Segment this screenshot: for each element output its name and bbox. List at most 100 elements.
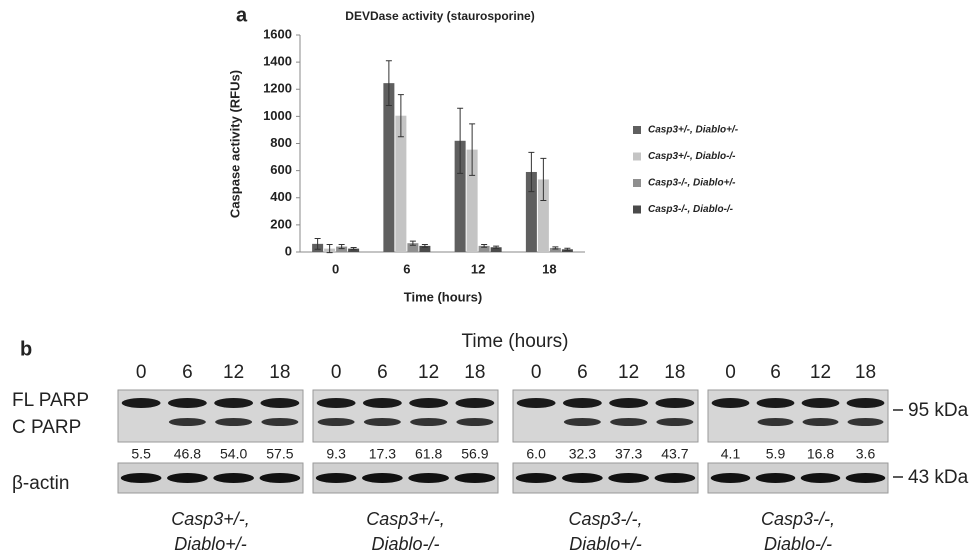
band	[801, 473, 841, 483]
quantification: 54.0	[220, 446, 247, 462]
quantification: 5.9	[766, 446, 786, 462]
y-tick-label: 0	[285, 243, 292, 258]
band	[655, 473, 696, 483]
band	[609, 398, 648, 408]
lane-label: 12	[810, 362, 831, 383]
band	[122, 398, 161, 408]
x-tick-label: 6	[403, 261, 410, 276]
legend-swatch	[633, 179, 641, 187]
band	[455, 398, 494, 408]
y-tick-label: 600	[270, 162, 292, 177]
band	[121, 473, 162, 483]
band	[562, 473, 603, 483]
quantification: 6.0	[526, 446, 546, 462]
group-label: Diablo+/-	[569, 534, 642, 554]
band	[364, 418, 401, 426]
blot-title: Time (hours)	[462, 331, 569, 352]
legend-swatch	[633, 126, 641, 134]
chart-title: DEVDase activity (staurosporine)	[345, 9, 534, 23]
band	[712, 398, 750, 408]
lane-label: 6	[377, 362, 388, 383]
lane-label: 6	[577, 362, 588, 383]
group-label: Casp3+/-,	[366, 509, 445, 529]
band	[758, 418, 794, 426]
blot-panel	[313, 390, 498, 442]
band	[410, 418, 447, 426]
lane-label: 6	[182, 362, 193, 383]
group-label: Casp3-/-,	[568, 509, 642, 529]
band	[610, 418, 647, 426]
blot-panel	[708, 390, 888, 442]
quantification: 56.9	[461, 446, 488, 462]
band	[167, 473, 208, 483]
marker-label: 43 kDa	[908, 467, 969, 488]
quantification: 32.3	[569, 446, 596, 462]
quantification: 5.5	[131, 446, 151, 462]
row-label: FL PARP	[12, 390, 89, 411]
y-tick-label: 1000	[263, 108, 292, 123]
group-label: Diablo-/-	[371, 534, 439, 554]
band	[564, 418, 601, 426]
band	[213, 473, 254, 483]
panel-label: a	[236, 4, 248, 26]
band	[756, 473, 796, 483]
quantification: 43.7	[661, 446, 688, 462]
band	[516, 473, 557, 483]
quantification: 4.1	[721, 446, 741, 462]
band	[363, 398, 402, 408]
quantification: 3.6	[856, 446, 876, 462]
band	[847, 398, 885, 408]
band	[757, 398, 795, 408]
band	[517, 398, 556, 408]
quantification: 17.3	[369, 446, 396, 462]
legend-label: Casp3+/-, Diablo-/-	[648, 151, 736, 162]
band	[456, 418, 493, 426]
lane-label: 0	[531, 362, 542, 383]
band	[608, 473, 649, 483]
band	[563, 398, 602, 408]
x-axis-label: Time (hours)	[404, 289, 483, 304]
band	[260, 398, 299, 408]
quantification: 46.8	[174, 446, 201, 462]
band	[169, 418, 206, 426]
band	[214, 398, 253, 408]
lane-label: 12	[223, 362, 244, 383]
band	[317, 398, 356, 408]
quantification: 9.3	[326, 446, 346, 462]
band	[260, 473, 301, 483]
group-label: Diablo+/-	[174, 534, 247, 554]
band	[408, 473, 449, 483]
y-tick-label: 1600	[263, 26, 292, 41]
x-tick-label: 0	[332, 261, 339, 276]
y-tick-label: 200	[270, 216, 292, 231]
lane-label: 18	[664, 362, 685, 383]
lane-label: 0	[725, 362, 736, 383]
band	[316, 473, 357, 483]
blot-panel	[118, 390, 303, 442]
band	[455, 473, 496, 483]
band	[168, 398, 207, 408]
band	[318, 418, 355, 426]
legend-label: Casp3-/-, Diablo-/-	[648, 204, 734, 215]
bar	[383, 83, 394, 252]
x-tick-label: 18	[542, 261, 556, 276]
row-label: C PARP	[12, 417, 81, 438]
band	[215, 418, 252, 426]
legend-label: Casp3+/-, Diablo+/-	[648, 125, 739, 136]
panel-label: b	[20, 338, 32, 360]
y-axis-label: Caspase activity (RFUs)	[227, 70, 242, 218]
row-label: β-actin	[12, 473, 69, 494]
lane-label: 0	[331, 362, 342, 383]
band	[803, 418, 839, 426]
quantification: 57.5	[266, 446, 293, 462]
legend-swatch	[633, 153, 641, 161]
group-label: Casp3-/-,	[761, 509, 835, 529]
band	[848, 418, 884, 426]
band	[846, 473, 886, 483]
band	[409, 398, 448, 408]
quantification: 16.8	[807, 446, 834, 462]
band	[362, 473, 403, 483]
lane-label: 12	[618, 362, 639, 383]
marker-label: 95 kDa	[908, 400, 969, 421]
quantification: 61.8	[415, 446, 442, 462]
